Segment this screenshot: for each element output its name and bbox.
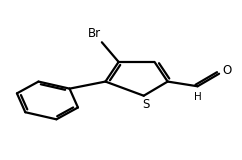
Text: O: O bbox=[223, 64, 232, 77]
Text: H: H bbox=[194, 92, 201, 101]
Text: Br: Br bbox=[88, 27, 101, 40]
Text: S: S bbox=[143, 98, 150, 111]
